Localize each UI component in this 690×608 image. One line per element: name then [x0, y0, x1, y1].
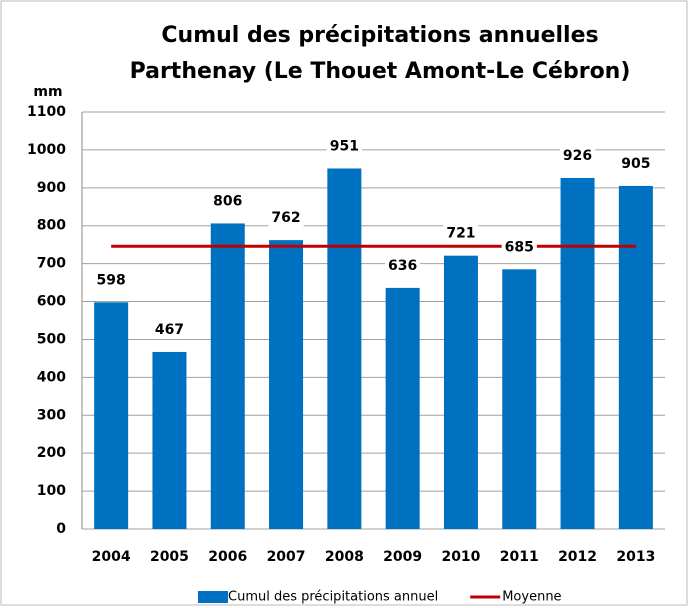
- value-label-bg: [385, 256, 421, 275]
- chart-title: Cumul des précipitations annuelles: [161, 23, 598, 48]
- value-label-bg: [559, 146, 596, 165]
- value-label: 721: [446, 226, 475, 242]
- bar: [269, 240, 304, 529]
- value-label: 806: [213, 193, 242, 209]
- x-tick-label: 2005: [150, 549, 189, 565]
- value-label: 926: [563, 148, 592, 164]
- value-label: 598: [97, 272, 126, 288]
- value-label: 762: [271, 210, 300, 226]
- y-tick-label: 1100: [27, 104, 66, 120]
- x-tick-label: 2006: [208, 549, 247, 565]
- value-label-bg: [326, 137, 362, 156]
- y-tick-label: 200: [37, 445, 66, 461]
- value-label-bg: [268, 209, 304, 228]
- x-tick-label: 2007: [267, 549, 306, 565]
- bar: [327, 168, 362, 529]
- value-label-bg: [210, 192, 246, 211]
- x-tick-label: 2011: [500, 549, 539, 565]
- legend-label: Cumul des précipitations annuel: [228, 590, 438, 605]
- y-tick-label: 600: [37, 294, 66, 310]
- x-tick-label: 2013: [616, 549, 655, 565]
- value-label: 467: [155, 322, 184, 338]
- value-label: 951: [330, 138, 359, 154]
- x-tick-label: 2004: [92, 549, 131, 565]
- value-label-bg: [501, 238, 537, 257]
- y-tick-label: 400: [37, 369, 66, 385]
- bar: [560, 177, 595, 529]
- bar: [385, 287, 420, 529]
- value-label-bg: [151, 320, 188, 339]
- value-label-bg: [93, 271, 129, 290]
- y-tick-label: 300: [37, 407, 66, 423]
- y-tick-label: 500: [37, 331, 66, 347]
- bar: [618, 185, 653, 529]
- value-label: 905: [621, 156, 650, 172]
- y-tick-label: 700: [37, 256, 66, 272]
- legend-label: Moyenne: [502, 590, 561, 605]
- legend-swatch: [198, 591, 228, 603]
- bar: [152, 351, 187, 529]
- y-axis-label: mm: [33, 84, 62, 100]
- value-label: 685: [505, 239, 534, 255]
- x-tick-label: 2008: [325, 549, 364, 565]
- y-tick-label: 900: [37, 180, 66, 196]
- chart-subtitle: Parthenay (Le Thouet Amont-Le Cébron): [130, 59, 631, 84]
- value-label: 636: [388, 258, 417, 274]
- y-tick-label: 100: [37, 483, 66, 499]
- value-label-bg: [618, 154, 654, 173]
- bar: [443, 255, 478, 529]
- x-tick-label: 2010: [441, 549, 480, 565]
- x-tick-label: 2009: [383, 549, 422, 565]
- y-tick-label: 0: [56, 521, 66, 537]
- bar: [502, 269, 537, 529]
- bar: [94, 302, 129, 529]
- x-tick-label: 2012: [558, 549, 597, 565]
- bar: [210, 223, 245, 529]
- value-label-bg: [443, 224, 479, 243]
- y-tick-label: 1000: [27, 142, 66, 158]
- y-tick-label: 800: [37, 218, 66, 234]
